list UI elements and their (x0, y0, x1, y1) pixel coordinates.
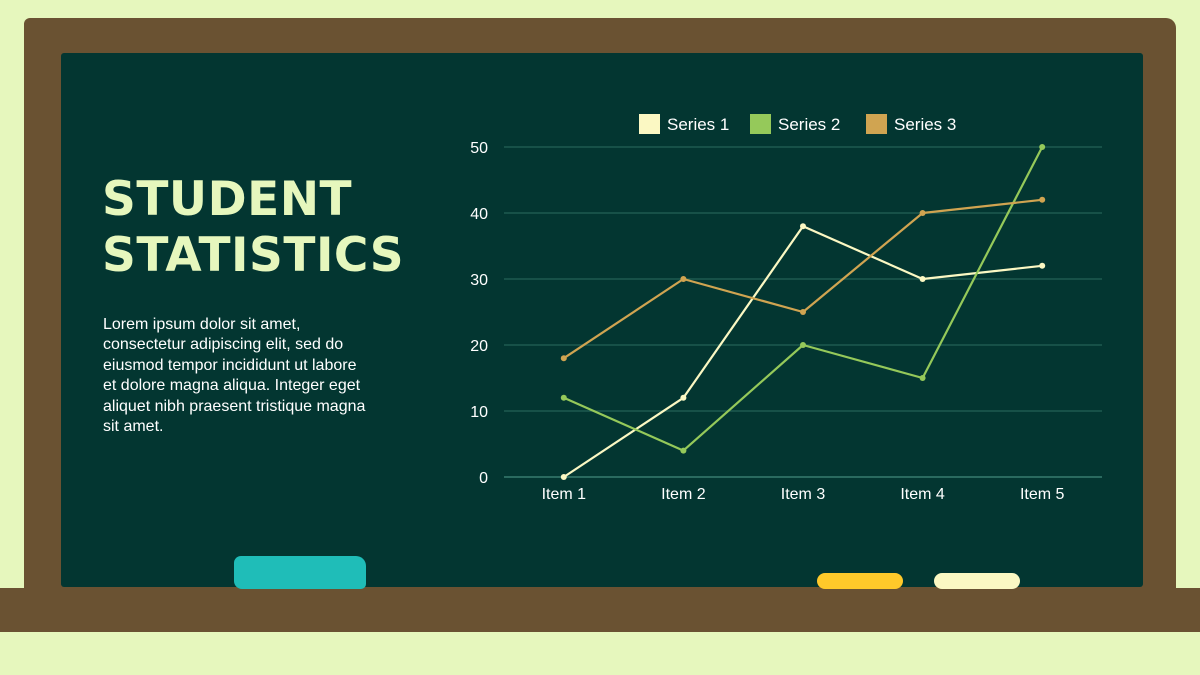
y-tick-label: 50 (470, 140, 488, 157)
x-tick-label: Item 1 (542, 486, 587, 503)
data-point (680, 394, 687, 401)
series-line (563, 225, 1043, 478)
data-point (560, 355, 567, 362)
slide-title: STUDENT STATISTICS (102, 172, 404, 284)
data-point (1039, 262, 1046, 269)
series-2 (560, 144, 1046, 454)
y-tick-label: 20 (470, 338, 488, 355)
yellow-chalk (817, 573, 903, 589)
chart-legend: Series 1 Series 2 Series 3 (639, 114, 956, 134)
y-tick-label: 0 (479, 470, 488, 487)
y-axis-ticks: 0 10 20 30 40 50 (470, 140, 488, 487)
legend-item: Series 2 (750, 114, 840, 134)
data-point (919, 210, 926, 216)
y-tick-label: 10 (470, 404, 488, 421)
x-tick-label: Item 3 (781, 486, 826, 503)
data-point (800, 309, 806, 315)
chalkboard (61, 53, 1143, 587)
legend-label: Series 2 (778, 115, 840, 134)
legend-item: Series 3 (866, 114, 956, 134)
data-point (560, 474, 567, 480)
series-3 (560, 196, 1046, 362)
x-tick-label: Item 4 (900, 486, 945, 503)
body-paragraph: Lorem ipsum dolor sit amet, consectetur … (103, 316, 366, 436)
data-point (800, 223, 806, 230)
data-point (1039, 196, 1046, 203)
title-line-2: STATISTICS (102, 228, 405, 283)
chalkboard-ledge (0, 588, 1200, 632)
y-tick-label: 30 (470, 272, 488, 289)
legend-swatch (750, 114, 771, 134)
x-axis-ticks: Item 1 Item 2 Item 3 Item 4 Item 5 (542, 486, 1065, 503)
title-line-1: STUDENT (102, 172, 353, 227)
x-tick-label: Item 5 (1020, 486, 1065, 503)
data-point (800, 342, 806, 348)
grid-lines (504, 146, 1102, 478)
data-point (560, 394, 567, 401)
legend-label: Series 1 (667, 115, 729, 134)
y-tick-label: 40 (470, 206, 488, 223)
chalkboard-eraser (234, 556, 366, 589)
legend-label: Series 3 (894, 115, 956, 134)
legend-item: Series 1 (639, 114, 729, 134)
legend-swatch (866, 114, 887, 134)
data-point (919, 276, 926, 282)
data-point (680, 447, 687, 454)
cream-chalk (934, 573, 1020, 589)
legend-swatch (639, 114, 660, 134)
data-point (680, 276, 687, 282)
series-1 (560, 223, 1046, 480)
data-point (1039, 144, 1046, 150)
x-tick-label: Item 2 (661, 486, 706, 503)
series-line (563, 146, 1044, 452)
data-point (919, 375, 926, 381)
series-lines (560, 144, 1046, 480)
